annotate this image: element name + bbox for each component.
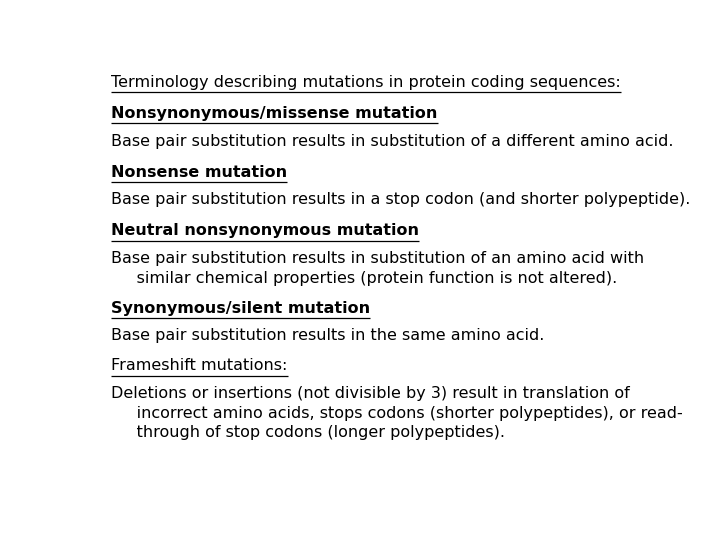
Text: Nonsynonymous/missense mutation: Nonsynonymous/missense mutation [111,106,438,121]
Text: incorrect amino acids, stops codons (shorter polypeptides), or read-: incorrect amino acids, stops codons (sho… [111,406,683,421]
Text: through of stop codons (longer polypeptides).: through of stop codons (longer polypepti… [111,426,505,440]
Text: Terminology describing mutations in protein coding sequences:: Terminology describing mutations in prot… [111,75,621,90]
Text: Frameshift mutations:: Frameshift mutations: [111,359,287,373]
Text: Base pair substitution results in substitution of a different amino acid.: Base pair substitution results in substi… [111,134,674,149]
Text: Base pair substitution results in the same amino acid.: Base pair substitution results in the sa… [111,328,544,343]
Text: Deletions or insertions (not divisible by 3) result in translation of: Deletions or insertions (not divisible b… [111,386,630,401]
Text: Base pair substitution results in substitution of an amino acid with: Base pair substitution results in substi… [111,251,644,266]
Text: Base pair substitution results in a stop codon (and shorter polypeptide).: Base pair substitution results in a stop… [111,192,690,207]
Text: Neutral nonsynonymous mutation: Neutral nonsynonymous mutation [111,223,419,238]
Text: Synonymous/silent mutation: Synonymous/silent mutation [111,301,370,315]
Text: Nonsense mutation: Nonsense mutation [111,165,287,180]
Text: similar chemical properties (protein function is not altered).: similar chemical properties (protein fun… [111,271,618,286]
